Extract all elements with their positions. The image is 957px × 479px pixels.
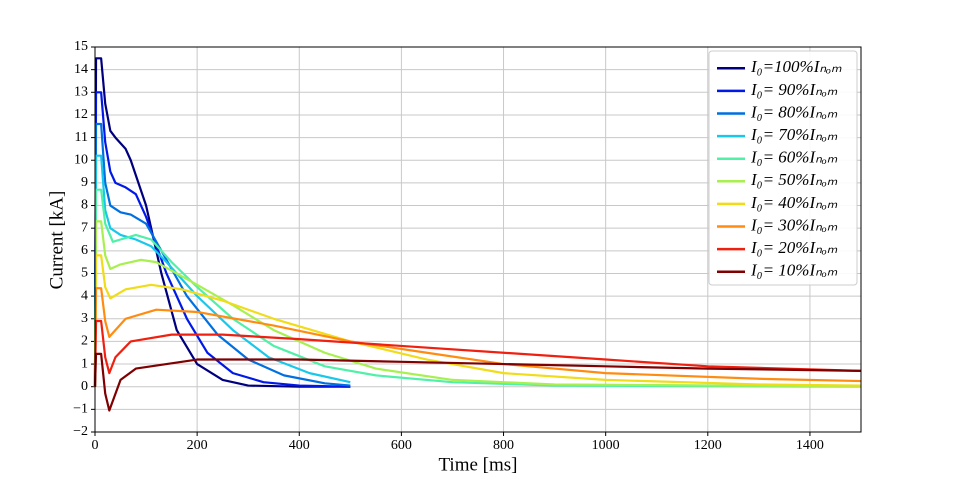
legend-label: I₀= 10%Iₙₒₘ [750,261,838,280]
line-series [93,220,862,388]
y-tick-label: 3 [81,311,88,326]
y-tick-label: 12 [74,107,88,122]
line-series [93,57,351,388]
y-tick-label: 6 [81,243,88,258]
legend-label: I₀= 30%Iₙₒₘ [750,215,838,234]
y-tick-label: −1 [73,402,88,417]
x-tick-label: 0 [92,438,99,453]
x-tick-label: 1400 [796,438,824,453]
y-tick-label: 2 [81,334,88,349]
legend-box [708,50,858,286]
y-tick-label: 10 [74,152,88,167]
y-tick-label: 8 [81,198,88,213]
legend-label: I₀= 20%Iₙₒₘ [750,238,838,257]
legend-label: I₀=100%Iₙₒₘ [750,57,842,76]
line-series [93,122,351,387]
y-tick-label: 9 [81,175,88,190]
legend-label: I₀= 60%Iₙₒₘ [750,148,838,167]
x-tick-label: 800 [493,438,514,453]
legend-label: I₀= 70%Iₙₒₘ [750,125,838,144]
y-tick-label: 15 [74,39,88,54]
y-tick-label: 14 [74,62,88,77]
y-tick-label: 4 [81,288,88,303]
line-series [93,287,862,387]
x-tick-label: 1200 [694,438,722,453]
y-tick-label: 13 [74,85,88,100]
line-series [93,319,862,387]
y-tick-label: 0 [81,379,88,394]
y-tick-label: 1 [81,356,88,371]
y-axis-label: Current [kA] [46,191,67,290]
y-tick-label: 5 [81,266,88,281]
line-series [93,352,862,412]
y-tick-label: 7 [81,220,88,235]
legend-label: I₀= 40%Iₙₒₘ [750,193,838,212]
legend: I₀=100%Iₙₒₘ I₀= 90%Iₙₒₘ I₀= 80%Iₙₒₘ I₀= 70%… [708,50,858,286]
x-tick-label: 1000 [592,438,620,453]
legend-label: I₀= 80%Iₙₒₘ [750,102,838,121]
x-tick-label: 600 [391,438,412,453]
legend-label: I₀= 50%Iₙₒₘ [750,170,838,189]
plot-frame [94,46,862,433]
legend-label: I₀= 90%Iₙₒₘ [750,80,838,99]
y-tick-label: 11 [75,130,88,145]
line-series [93,91,351,388]
line-series [93,154,351,387]
y-tick-label: −2 [73,424,88,439]
line-series [93,254,862,387]
x-tick-label: 400 [289,438,310,453]
x-axis-label: Time [ms] [438,454,517,475]
line-series [93,188,862,388]
x-tick-label: 200 [187,438,208,453]
